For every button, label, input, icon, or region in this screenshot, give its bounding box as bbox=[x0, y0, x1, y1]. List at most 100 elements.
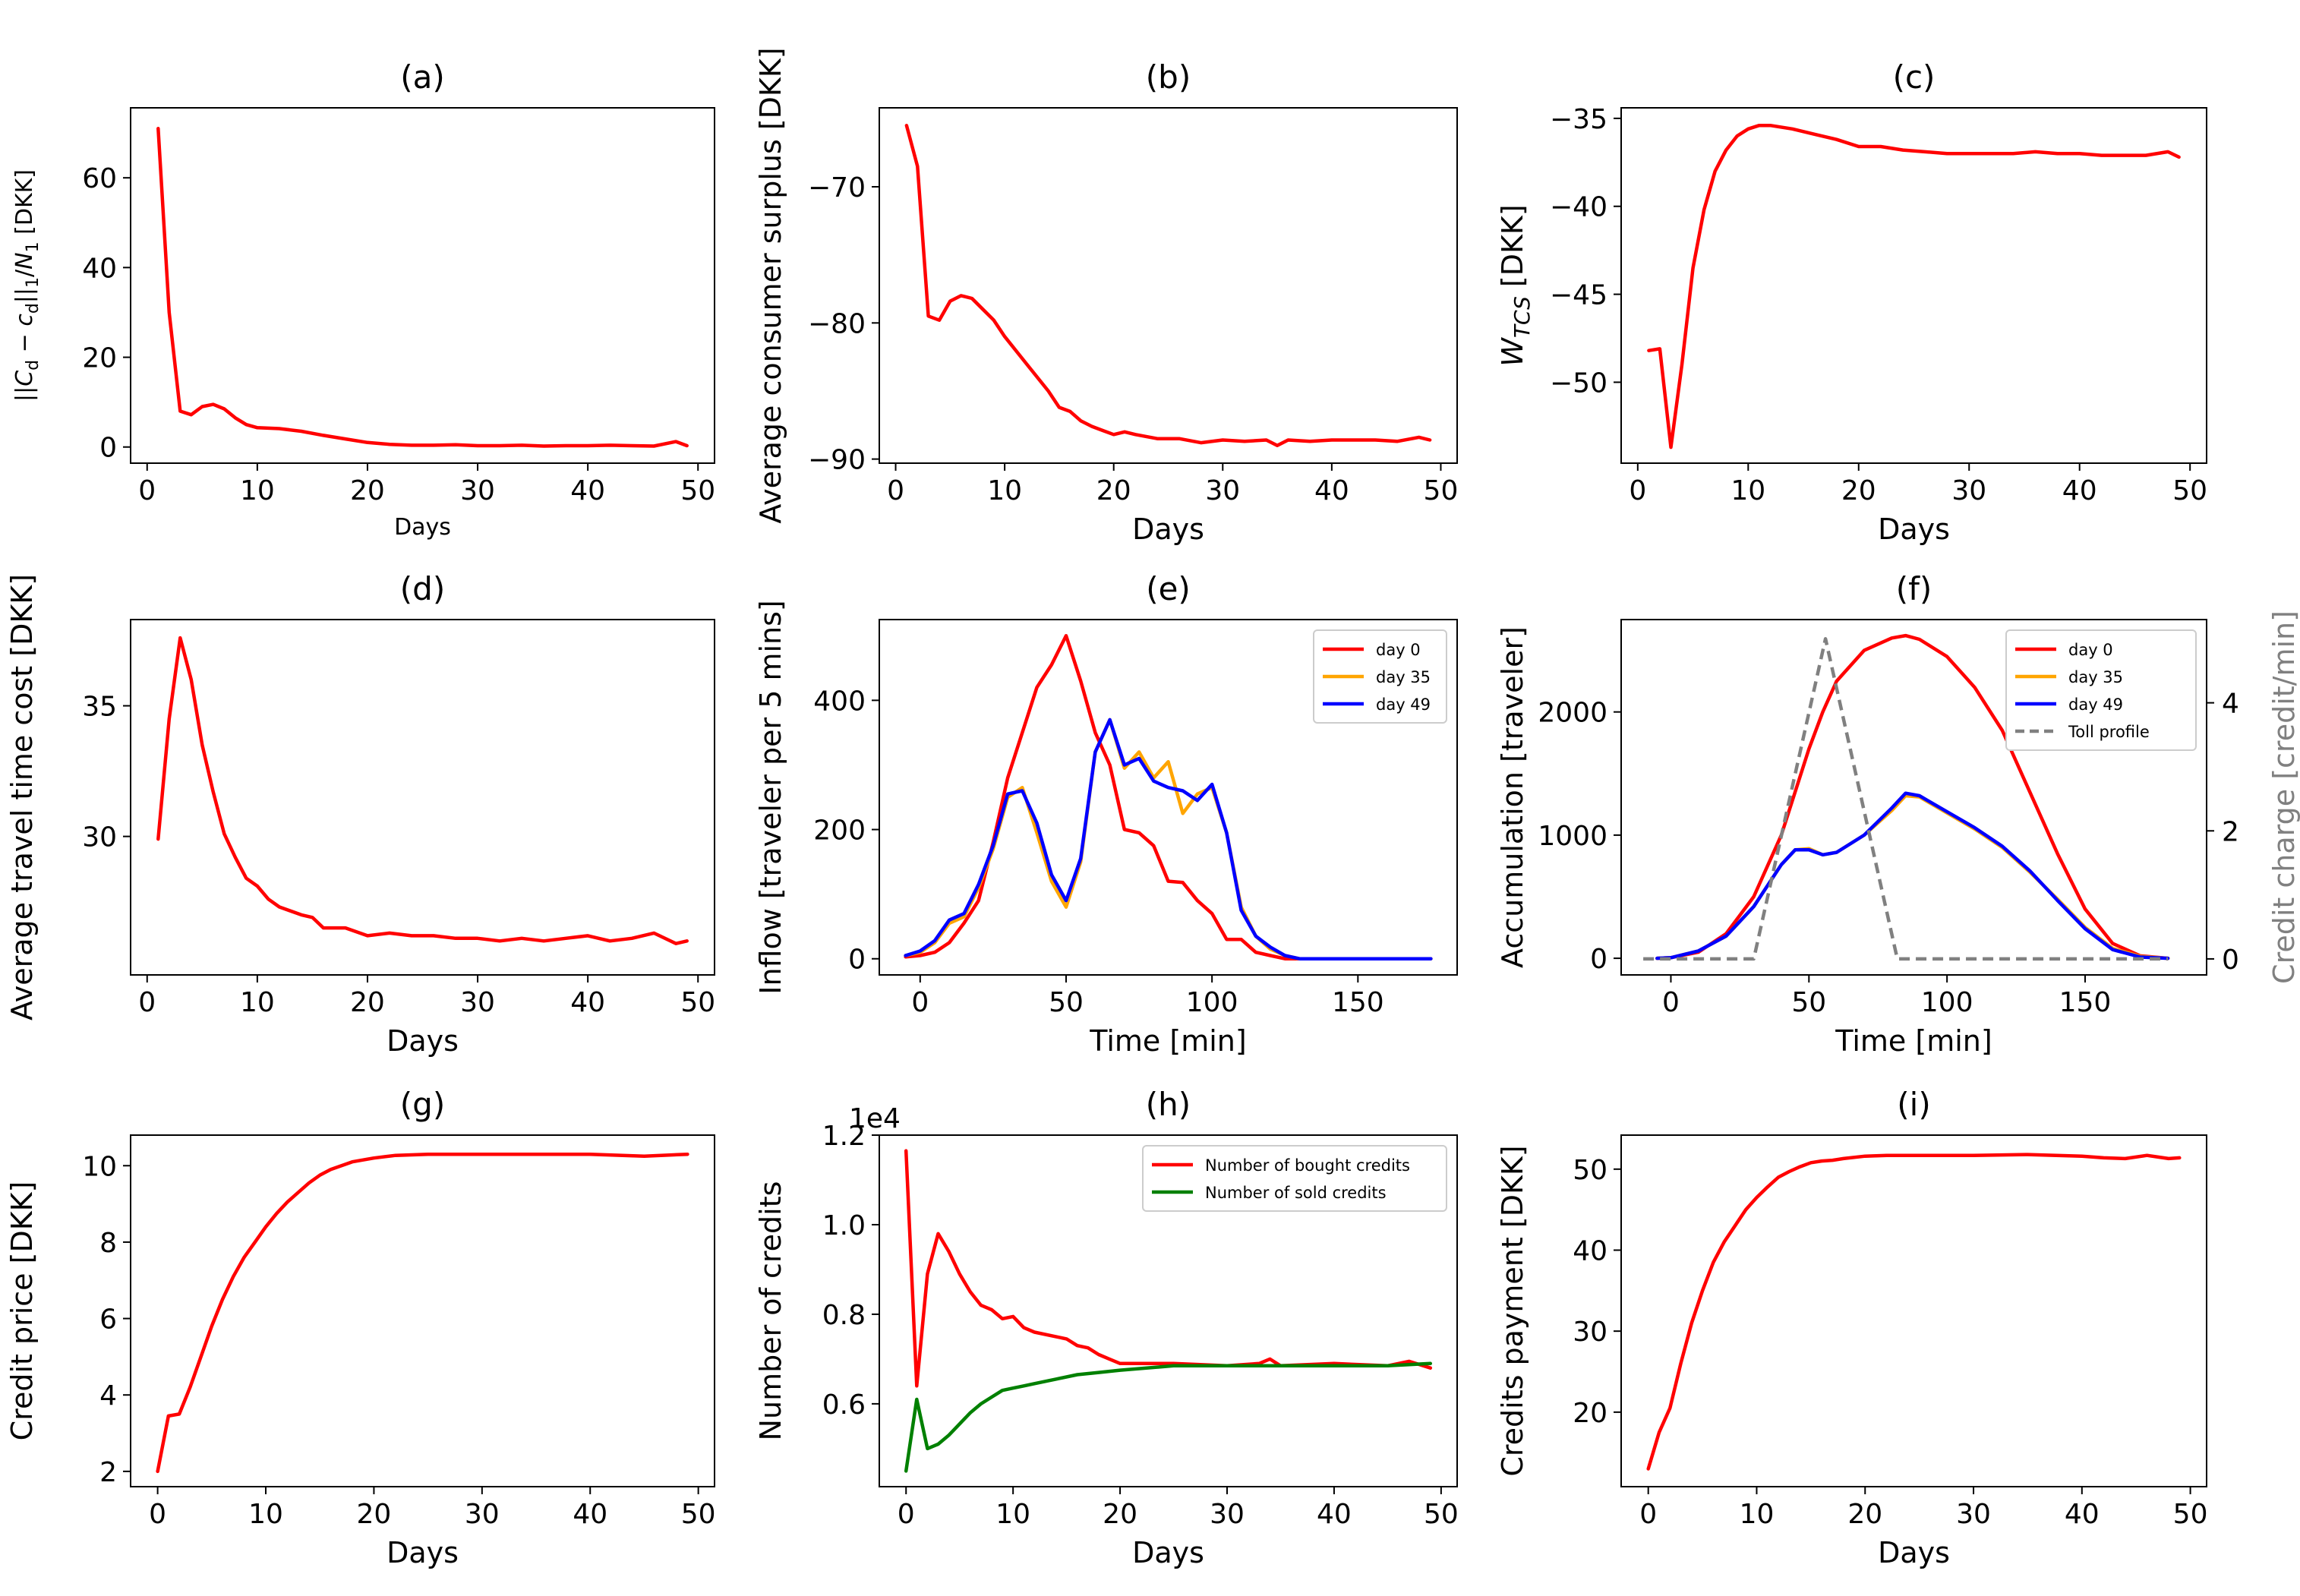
x-tick-label: 30 bbox=[460, 475, 495, 506]
x-tick-label: 10 bbox=[995, 1499, 1030, 1530]
series-line-toll-profile bbox=[1643, 637, 2169, 961]
x-tick-label: 0 bbox=[911, 987, 929, 1018]
x-axis-label: Time [min] bbox=[1089, 1024, 1246, 1058]
chart-title: (i) bbox=[1897, 1086, 1930, 1123]
x-tick-label: 0 bbox=[1629, 475, 1646, 506]
x-tick-label: 50 bbox=[681, 1499, 716, 1530]
chart-title: (e) bbox=[1146, 570, 1191, 607]
series-line-1 bbox=[904, 124, 1432, 447]
x-tick-label: 20 bbox=[350, 475, 385, 506]
x-tick-label: 20 bbox=[1103, 1499, 1137, 1530]
y-tick-label: −40 bbox=[1550, 192, 1607, 223]
y-tick-label: −45 bbox=[1550, 280, 1607, 311]
legend-label: day 0 bbox=[2068, 641, 2113, 659]
x-axis-label: Time [min] bbox=[1835, 1024, 1992, 1058]
x-tick-label: 150 bbox=[2059, 987, 2112, 1018]
x-tick-label: 0 bbox=[898, 1499, 915, 1530]
y-tick-label: 40 bbox=[1573, 1235, 1607, 1266]
series-line-day-49 bbox=[904, 718, 1433, 960]
x-axis-label: Days bbox=[1132, 1536, 1204, 1569]
series-group bbox=[156, 126, 689, 448]
chart-panel-b: 0 10 20 30 40 50 −70 −80 −90 (b) Days Average consu… bbox=[754, 47, 1458, 546]
series-line-1 bbox=[156, 126, 689, 448]
x-tick-label: 30 bbox=[1205, 475, 1240, 506]
legend-label: Toll profile bbox=[2068, 723, 2150, 741]
x-tick-label: 0 bbox=[887, 475, 904, 506]
x-tick-label: 50 bbox=[680, 987, 715, 1018]
x-tick-label: 10 bbox=[987, 475, 1022, 506]
y-axis-label: Credit price [DKK] bbox=[5, 1181, 39, 1441]
y-tick-label: 30 bbox=[82, 822, 117, 853]
chart-panel-f: 0 50 100 150 0 1000 2000 0 2 4 (f) Time [min] Accumu… bbox=[1496, 570, 2300, 1058]
legend: Number of bought credits Number of sold c… bbox=[1142, 1145, 1447, 1212]
y-tick-label: −80 bbox=[808, 308, 866, 339]
series-group bbox=[1647, 123, 2181, 449]
y-tick-label: 8 bbox=[99, 1228, 117, 1259]
x-tick-label: 20 bbox=[357, 1499, 392, 1530]
x-tick-label: 0 bbox=[138, 475, 156, 506]
y2-axis-label: Credit charge [credit/min] bbox=[2267, 610, 2300, 984]
chart-panel-i: 0 10 20 30 40 50 20 30 40 50 (i) Days Credits paymen… bbox=[1496, 1086, 2207, 1569]
legend-label: Number of bought credits bbox=[1205, 1156, 1410, 1175]
y-tick-label: 0.6 bbox=[822, 1389, 866, 1421]
x-tick-label: 100 bbox=[1186, 987, 1238, 1018]
x-axis-label: Days bbox=[394, 514, 451, 541]
legend-box bbox=[1142, 1145, 1447, 1212]
legend: day 0 day 35 day 49 Toll profile bbox=[2005, 629, 2197, 751]
chart-title: (h) bbox=[1146, 1086, 1191, 1123]
x-tick-label: 10 bbox=[1731, 475, 1765, 506]
x-tick-label: 10 bbox=[240, 475, 275, 506]
y-axis-label: Inflow [traveler per 5 mins] bbox=[754, 600, 787, 995]
chart-panel-g: 0 10 20 30 40 50 2 4 6 8 10 (g) Days Credit price [DK… bbox=[5, 1086, 716, 1569]
legend: day 0 day 35 day 49 bbox=[1313, 629, 1447, 724]
y-tick-label: 0 bbox=[1590, 944, 1607, 975]
series-line-number-of-sold-credits bbox=[904, 1361, 1433, 1473]
axes-frame bbox=[130, 619, 715, 976]
x-tick-label: 40 bbox=[1314, 475, 1349, 506]
y-tick-label: 2 bbox=[99, 1457, 117, 1488]
x-axis-label: Days bbox=[1878, 513, 1950, 546]
y-axis-label: Average consumer surplus [DKK] bbox=[754, 47, 787, 523]
y-tick-label: 30 bbox=[1573, 1317, 1607, 1348]
y-axis-label: WTCS [DKK] bbox=[1496, 204, 1535, 366]
y-tick-label: 0 bbox=[99, 433, 117, 464]
x-tick-label: 0 bbox=[149, 1499, 166, 1530]
axes-frame bbox=[130, 1134, 715, 1487]
y-tick-label: 200 bbox=[813, 815, 866, 847]
chart-title: (a) bbox=[400, 58, 445, 96]
chart-title: (b) bbox=[1146, 58, 1191, 96]
x-tick-label: 50 bbox=[1049, 987, 1084, 1018]
axes-frame bbox=[879, 107, 1458, 464]
x-tick-label: 100 bbox=[1921, 987, 1973, 1018]
x-tick-label: 40 bbox=[2065, 1499, 2100, 1530]
series-group bbox=[904, 124, 1432, 447]
chart-title: (f) bbox=[1896, 570, 1932, 607]
y-tick-label: 1.2 bbox=[822, 1121, 866, 1152]
series-line-number-of-bought-credits bbox=[904, 1149, 1433, 1388]
x-tick-label: 0 bbox=[138, 987, 156, 1018]
series-group bbox=[156, 1152, 689, 1474]
x-tick-label: 40 bbox=[2062, 475, 2097, 506]
legend-label: day 35 bbox=[1376, 668, 1431, 686]
y-axis-label: Accumulation [traveler] bbox=[1496, 626, 1529, 968]
legend-label: day 0 bbox=[1376, 641, 1421, 659]
y-tick-label: 60 bbox=[82, 163, 117, 194]
x-tick-label: 40 bbox=[570, 475, 605, 506]
series-group bbox=[1643, 633, 2170, 961]
x-tick-label: 10 bbox=[240, 987, 275, 1018]
x-tick-label: 0 bbox=[1639, 1499, 1657, 1530]
x-tick-label: 50 bbox=[1424, 475, 1459, 506]
axes-frame bbox=[879, 619, 1458, 976]
x-tick-label: 30 bbox=[1956, 1499, 1991, 1530]
series-line-1 bbox=[1647, 123, 2181, 449]
y-axis-label: Average travel time cost [DKK] bbox=[5, 574, 39, 1020]
y-axis-label: Credits payment [DKK] bbox=[1496, 1145, 1529, 1476]
x-tick-label: 0 bbox=[1662, 987, 1680, 1018]
chart-title: (c) bbox=[1893, 58, 1936, 96]
legend-label: day 49 bbox=[1376, 695, 1431, 714]
y2-tick-label: 2 bbox=[2222, 816, 2239, 847]
legend-label: Number of sold credits bbox=[1205, 1184, 1387, 1202]
series-group bbox=[156, 636, 689, 945]
chart-panel-e: 0 50 100 150 0 200 400 (e) Time [min] Inflow [tra… bbox=[754, 570, 1458, 1058]
